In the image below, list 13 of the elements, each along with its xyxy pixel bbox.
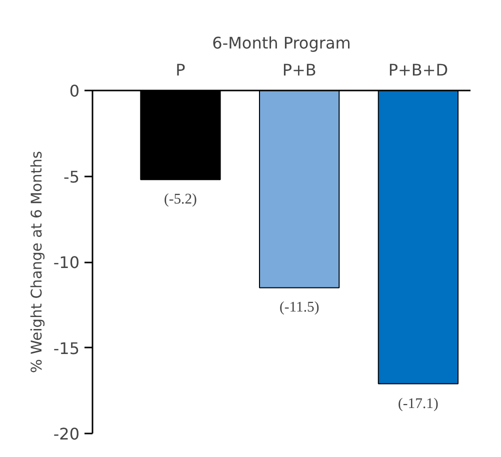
x-axis-title: 6-Month Program	[212, 34, 351, 52]
y-axis-title: % Weight Change at 6 Months	[28, 150, 46, 374]
y-tick-label: -10	[53, 253, 80, 272]
data-label: (-5.2)	[164, 192, 198, 208]
y-tick-label: -15	[53, 338, 80, 358]
x-tick-label: P+B+D	[388, 60, 448, 80]
data-label: (-11.5)	[279, 300, 320, 316]
y-tick-label: 0	[69, 82, 80, 100]
data-label: (-17.1)	[398, 396, 438, 412]
x-tick-label: P+B	[282, 60, 316, 80]
y-tick-label: -20	[53, 424, 80, 444]
y-tick-label: -5	[64, 167, 80, 186]
x-tick-label: P	[176, 60, 186, 80]
